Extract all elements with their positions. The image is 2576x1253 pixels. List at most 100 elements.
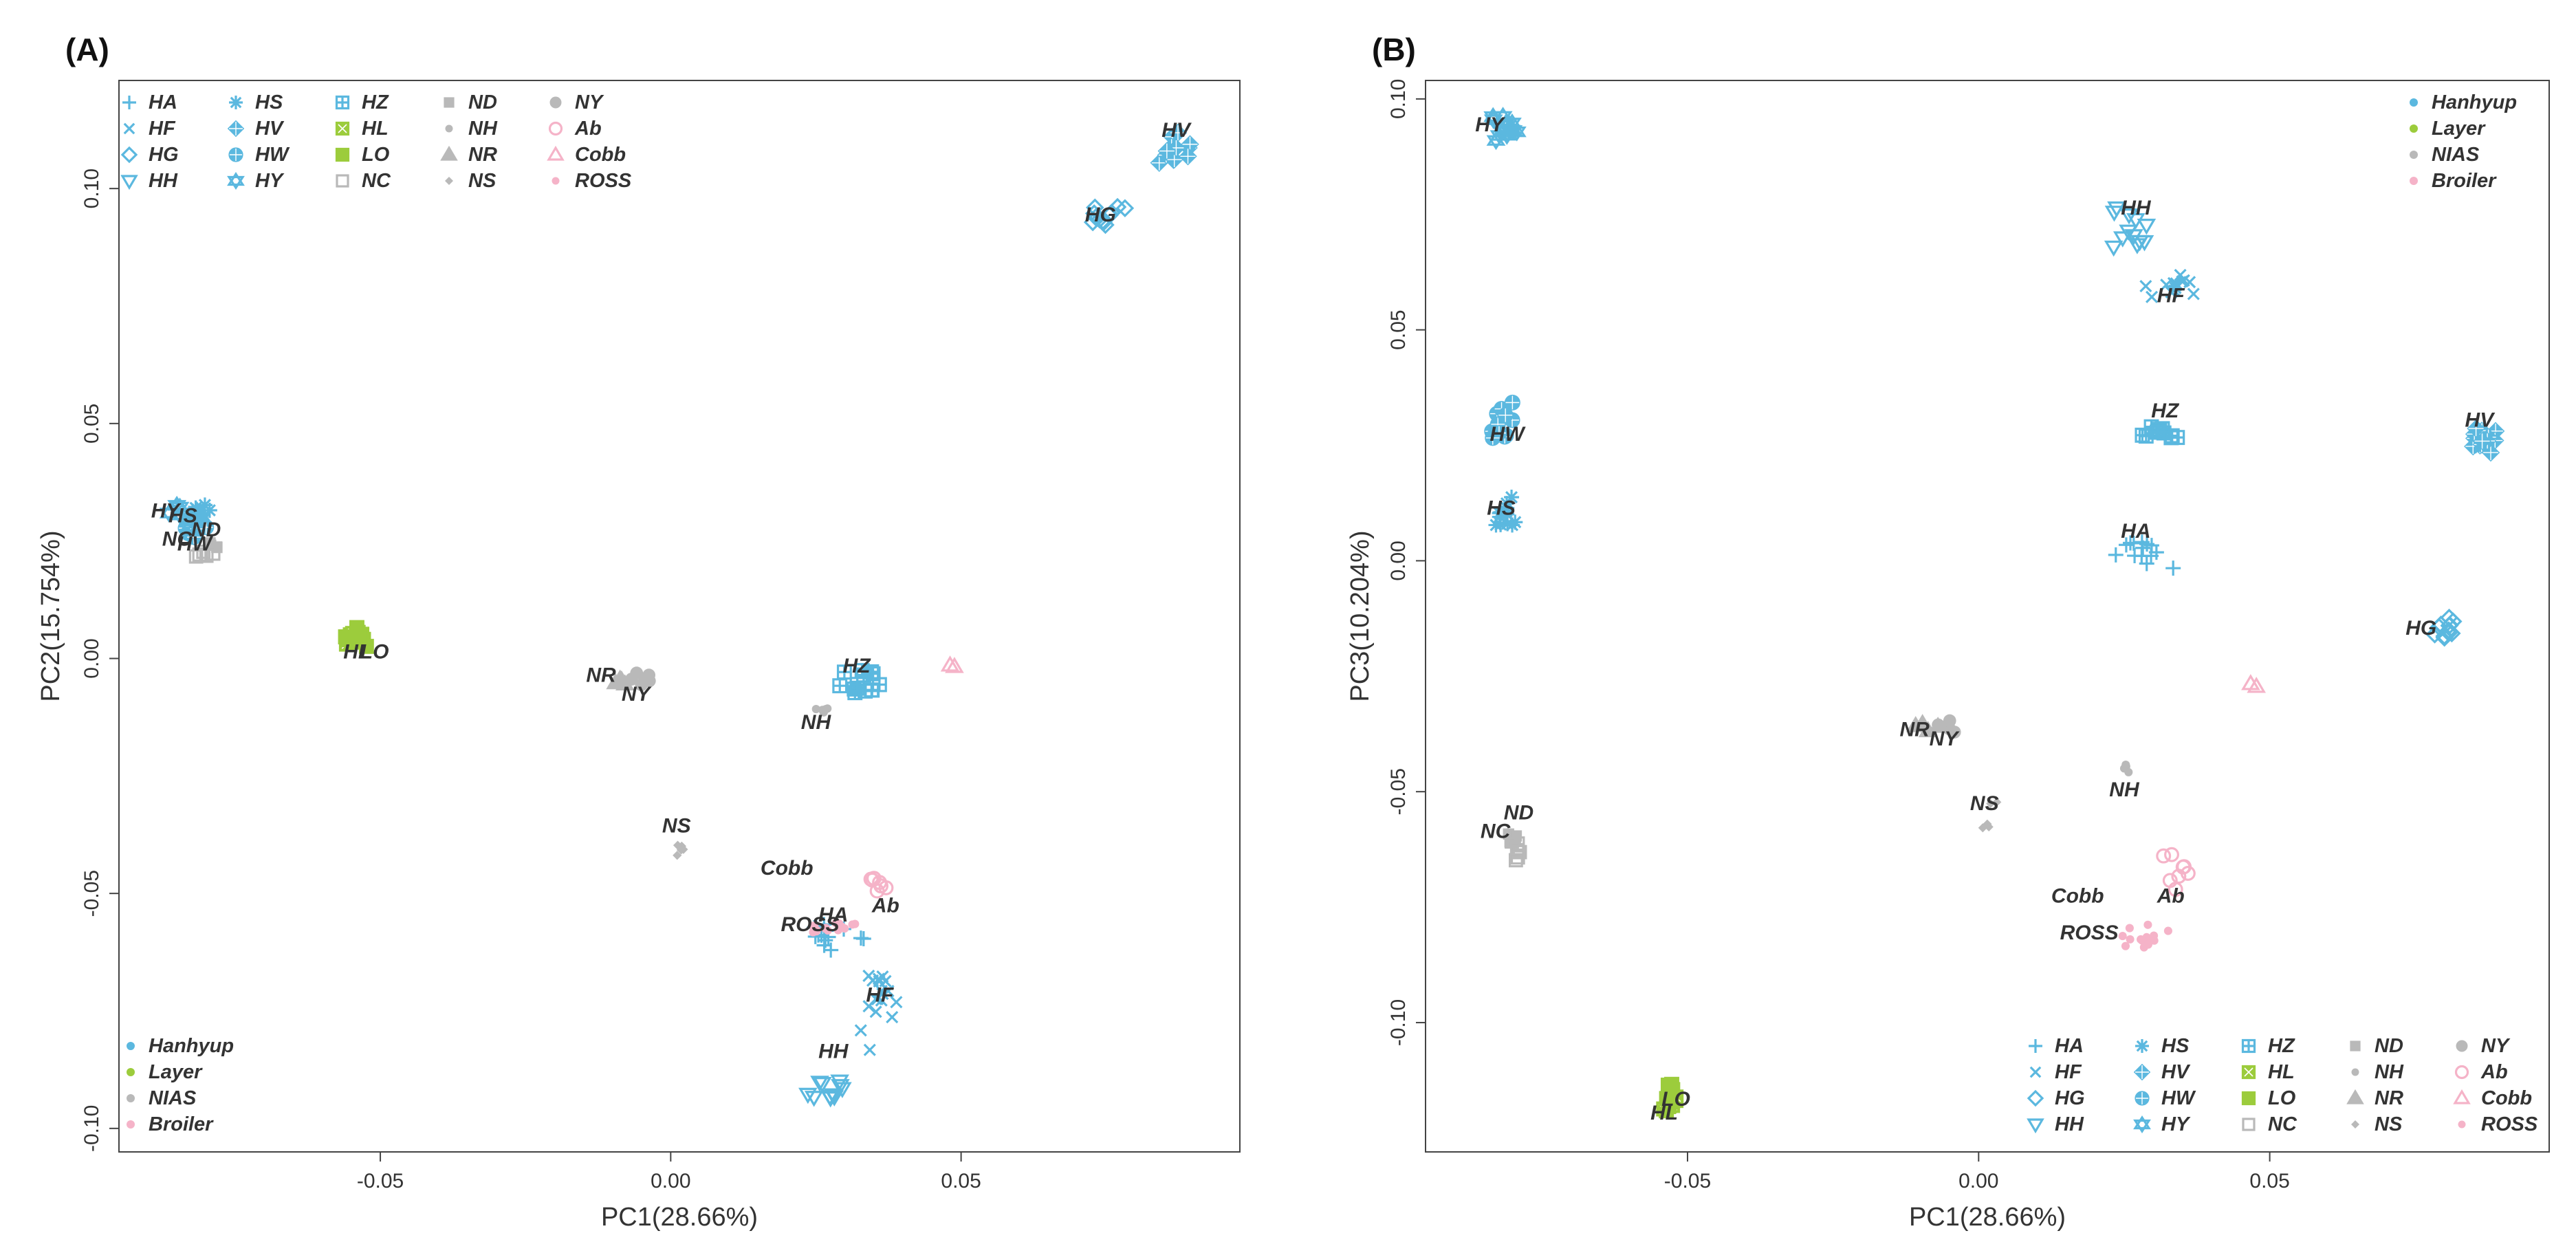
breed-legend-label: ROSS xyxy=(2481,1113,2538,1135)
breed-legend-label: NS xyxy=(468,170,496,192)
breed-legend-marker xyxy=(2241,1065,2256,1080)
point-Ab xyxy=(863,871,879,887)
breed-legend-marker xyxy=(2029,1039,2042,1053)
point-ROSS xyxy=(2126,935,2135,944)
cluster-label-HG: HG xyxy=(2405,617,2436,640)
y-tick-label: 0.10 xyxy=(1387,79,1410,119)
point-HH xyxy=(2126,213,2146,230)
cluster-label-NR: NR xyxy=(586,664,616,687)
point-ROSS xyxy=(840,924,849,933)
point-HG xyxy=(2440,609,2458,627)
cluster-label-HS: HS xyxy=(168,504,197,527)
x-tick-label: 0.05 xyxy=(2249,1170,2289,1192)
y-tick-label: 0.10 xyxy=(80,168,103,208)
breed-legend-marker xyxy=(335,147,350,162)
breed-legend-label: ND xyxy=(468,91,497,113)
group-legend-label: Broiler xyxy=(149,1113,214,1135)
panel-a-label: (A) xyxy=(65,32,109,67)
breed-legend-marker xyxy=(2456,1040,2468,1052)
breed-legend-label: HF xyxy=(2055,1061,2082,1083)
breed-legend-label: NR xyxy=(468,144,497,166)
point-HF xyxy=(2139,280,2152,293)
point-HF xyxy=(879,974,892,988)
y-tick-label: 0.00 xyxy=(80,638,103,678)
point-ROSS xyxy=(2121,941,2130,950)
point-HY xyxy=(1486,131,1506,151)
cluster-label-NS: NS xyxy=(662,814,691,837)
breed-legend-label: NY xyxy=(575,91,604,113)
group-legend-label: Broiler xyxy=(2432,170,2497,192)
y-tick-label: 0.00 xyxy=(1387,541,1410,580)
x-tick-label: 0.00 xyxy=(651,1170,690,1192)
point-HH xyxy=(820,1091,840,1108)
point-HH xyxy=(2113,231,2132,248)
y-tick-label: -0.05 xyxy=(1387,768,1410,815)
cluster-label-NC: NC xyxy=(162,528,193,551)
point-NS xyxy=(1986,798,1996,809)
point-NS xyxy=(1978,823,1987,833)
group-legend-dot xyxy=(2410,124,2418,133)
point-Cobb xyxy=(945,657,964,673)
cluster-label-ND: ND xyxy=(191,519,221,541)
group-legend-dot xyxy=(127,1068,135,1076)
breed-legend-marker xyxy=(2346,1089,2364,1104)
point-Cobb xyxy=(2241,674,2260,690)
breed-legend-label: ND xyxy=(2375,1035,2403,1057)
point-NR xyxy=(1918,721,1938,737)
breed-legend-label: Ab xyxy=(574,118,602,140)
point-NY xyxy=(635,678,648,692)
point-HH xyxy=(2104,206,2124,222)
breed-legend-marker xyxy=(2351,1120,2359,1129)
point-HF xyxy=(854,1024,867,1037)
breed-legend-marker xyxy=(120,175,138,190)
x-tick-label: 0.05 xyxy=(941,1170,981,1192)
breed-legend-label: HH xyxy=(2055,1113,2084,1135)
breed-legend-label: HZ xyxy=(362,91,389,113)
breed-legend-label: HV xyxy=(255,118,285,140)
breed-legend-marker xyxy=(552,177,560,185)
point-NH xyxy=(823,704,832,713)
panel-a: (A) -0.05 0.00 0.05-0.10-0.050.000.050.10 … xyxy=(36,32,1241,1232)
point-HH xyxy=(2104,240,2124,257)
breed-legend-marker xyxy=(2135,1039,2149,1053)
point-HZ xyxy=(2150,424,2165,440)
point-ROSS xyxy=(835,919,844,928)
cluster-label-HW: HW xyxy=(177,532,214,555)
cluster-label-NR: NR xyxy=(1899,719,1930,741)
panel-b-y-axis-title: PC3(10.204%) xyxy=(1346,530,1375,701)
point-NY xyxy=(1932,718,1945,732)
breed-legend-label: HY xyxy=(2161,1113,2191,1135)
breed-legend-label: NH xyxy=(468,118,498,140)
point-ROSS xyxy=(821,924,830,933)
point-HZ xyxy=(864,664,880,679)
point-NR xyxy=(1906,716,1925,732)
panel-a-ticks: -0.05 0.00 0.05 -0.10 -0.05 0.00 0.05 0.10 xyxy=(80,168,981,1192)
breed-legend-label: HY xyxy=(255,170,285,192)
cluster-label-NC: NC xyxy=(1481,820,1511,842)
point-HS xyxy=(1505,517,1520,533)
point-HS xyxy=(197,497,212,513)
breed-legend-marker xyxy=(444,97,455,108)
point-HS xyxy=(1488,517,1504,533)
breed-legend-marker xyxy=(2454,1065,2469,1080)
point-HV xyxy=(1179,147,1197,166)
breed-legend-marker xyxy=(2133,1115,2151,1133)
point-HV xyxy=(2467,419,2485,438)
breed-legend-marker xyxy=(2458,1120,2466,1129)
breed-legend-marker xyxy=(2241,1038,2256,1054)
cluster-label-LO: LO xyxy=(1661,1088,1690,1111)
panel-b-breed-legend: HA HF HG HH HS HV HW HY HZ HL LO NC ND NH NR NS NY Ab Cobb… xyxy=(2027,1035,2538,1135)
panel-b-points xyxy=(1483,107,2505,1119)
point-HS xyxy=(1504,490,1520,505)
point-HZ xyxy=(2135,427,2150,443)
panel-b-plot-frame xyxy=(1425,80,2550,1153)
point-HH xyxy=(2137,218,2157,235)
panel-b-x-axis-title: PC1(28.66%) xyxy=(1909,1203,2066,1232)
point-ROSS xyxy=(2163,926,2172,935)
group-legend-dot xyxy=(127,1120,135,1129)
panel-a-points xyxy=(159,123,1199,1108)
breed-legend-marker xyxy=(445,177,453,185)
point-Cobb xyxy=(940,655,960,672)
breed-legend-marker xyxy=(2027,1089,2044,1107)
